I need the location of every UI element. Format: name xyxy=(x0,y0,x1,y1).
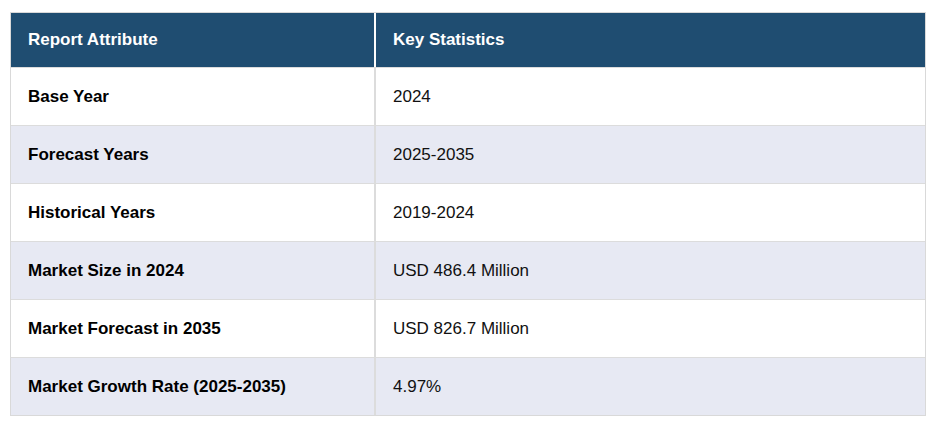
value-cell: USD 826.7 Million xyxy=(376,299,925,357)
table-row: Forecast Years 2025-2035 xyxy=(11,125,925,183)
attribute-cell: Market Growth Rate (2025-2035) xyxy=(11,357,376,415)
attribute-cell: Market Size in 2024 xyxy=(11,241,376,299)
attribute-cell: Forecast Years xyxy=(11,125,376,183)
attribute-cell: Base Year xyxy=(11,67,376,125)
table-row: Market Size in 2024 USD 486.4 Million xyxy=(11,241,925,299)
table-row: Historical Years 2019-2024 xyxy=(11,183,925,241)
value-cell: 2024 xyxy=(376,67,925,125)
value-cell: 2019-2024 xyxy=(376,183,925,241)
value-cell: 2025-2035 xyxy=(376,125,925,183)
table-row: Market Growth Rate (2025-2035) 4.97% xyxy=(11,357,925,415)
table-row: Market Forecast in 2035 USD 826.7 Millio… xyxy=(11,299,925,357)
table-row: Base Year 2024 xyxy=(11,67,925,125)
attribute-cell: Market Forecast in 2035 xyxy=(11,299,376,357)
value-cell: USD 486.4 Million xyxy=(376,241,925,299)
column-header-report-attribute: Report Attribute xyxy=(11,13,376,67)
attribute-cell: Historical Years xyxy=(11,183,376,241)
column-header-key-statistics: Key Statistics xyxy=(376,13,925,67)
value-cell: 4.97% xyxy=(376,357,925,415)
header-row: Report Attribute Key Statistics xyxy=(11,13,925,67)
page: Report Attribute Key Statistics Base Yea… xyxy=(0,0,936,429)
report-attributes-table: Report Attribute Key Statistics Base Yea… xyxy=(10,12,926,416)
